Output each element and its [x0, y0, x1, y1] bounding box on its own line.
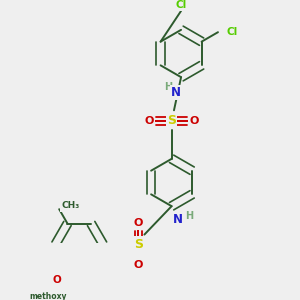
Text: O: O — [134, 218, 143, 229]
Text: N: N — [171, 86, 181, 99]
Text: S: S — [167, 115, 176, 128]
Text: methoxy: methoxy — [30, 292, 67, 300]
Text: Cl: Cl — [176, 0, 187, 10]
Text: S: S — [134, 238, 143, 250]
Text: H: H — [164, 82, 172, 92]
Text: CH₃: CH₃ — [61, 201, 80, 210]
Text: O: O — [144, 116, 154, 126]
Text: O: O — [134, 260, 143, 270]
Text: Cl: Cl — [226, 27, 238, 37]
Text: O: O — [52, 275, 61, 285]
Text: O: O — [189, 116, 199, 126]
Text: N: N — [172, 213, 182, 226]
Text: H: H — [185, 211, 194, 220]
